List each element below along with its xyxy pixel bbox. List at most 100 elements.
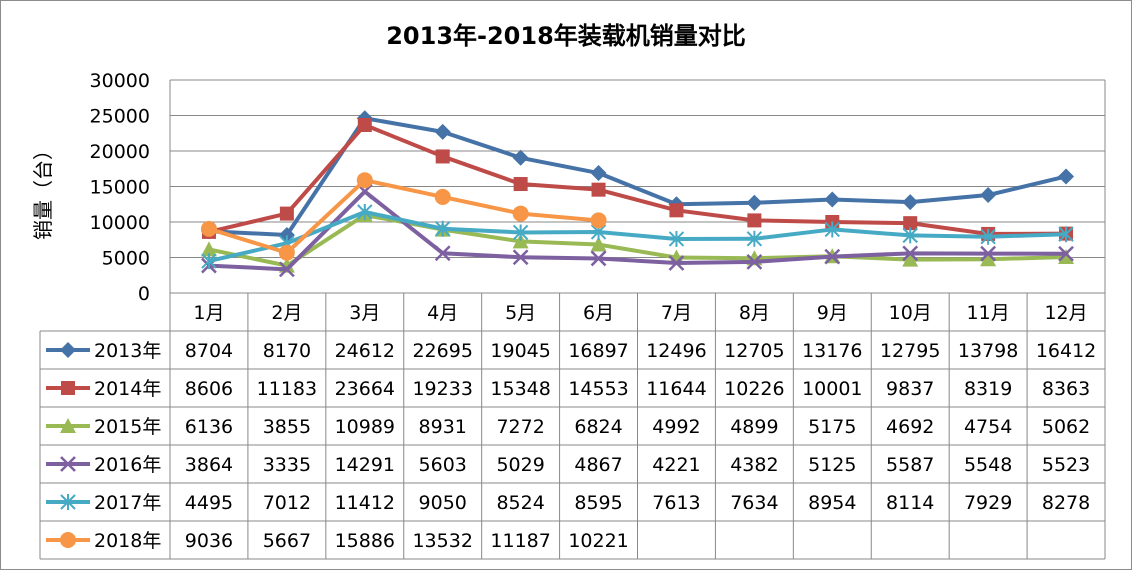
data-point	[668, 230, 685, 247]
data-label: 7012	[263, 492, 311, 514]
data-point	[669, 203, 684, 218]
legend-label: 2016年	[94, 454, 161, 476]
data-label: 4692	[886, 416, 934, 438]
data-point	[60, 532, 76, 548]
category-label: 6月	[583, 302, 614, 324]
data-label: 24612	[335, 340, 395, 362]
data-label: 13798	[958, 340, 1018, 362]
data-point	[902, 245, 919, 262]
data-point	[824, 221, 840, 238]
data-label: 9837	[886, 378, 934, 400]
data-label: 19233	[412, 378, 472, 400]
data-label: 8704	[185, 340, 233, 362]
data-label: 8363	[1042, 378, 1090, 400]
y-axis-label: 销量（台）	[31, 140, 55, 240]
data-label: 4221	[652, 454, 700, 476]
y-tick-label: 15000	[90, 177, 150, 199]
legend-label: 2014年	[94, 378, 161, 400]
data-point	[278, 261, 295, 278]
data-label: 3335	[263, 454, 311, 476]
data-label: 4992	[652, 416, 700, 438]
data-label: 7929	[964, 492, 1012, 514]
data-point	[591, 182, 606, 197]
data-point	[902, 227, 918, 244]
data-label: 13176	[802, 340, 862, 362]
data-label: 5175	[808, 416, 856, 438]
data-label: 4867	[574, 454, 622, 476]
data-label: 7634	[730, 492, 778, 514]
data-label: 8606	[185, 378, 233, 400]
data-point	[590, 165, 607, 182]
chart-title: 2013年-2018年装载机销量对比	[386, 22, 746, 50]
data-point	[60, 456, 76, 472]
data-label: 5667	[263, 530, 311, 552]
data-label: 12496	[646, 340, 706, 362]
data-point	[434, 188, 451, 205]
data-point	[590, 250, 607, 267]
data-label: 5062	[1042, 416, 1090, 438]
data-point	[201, 253, 217, 270]
data-point	[980, 228, 996, 245]
category-label: 11月	[967, 302, 1010, 324]
data-label: 22695	[412, 340, 472, 362]
category-label: 3月	[349, 302, 380, 324]
data-label: 16412	[1036, 340, 1096, 362]
data-label: 13532	[412, 530, 472, 552]
data-label: 10221	[568, 530, 628, 552]
data-point	[980, 251, 997, 267]
data-point	[824, 248, 841, 265]
category-label: 9月	[817, 302, 848, 324]
series-line	[208, 212, 1067, 268]
data-label: 5029	[496, 454, 544, 476]
data-label: 7272	[496, 416, 544, 438]
data-point	[279, 206, 294, 221]
data-point	[980, 245, 997, 262]
data-point	[200, 241, 217, 257]
series-line	[208, 122, 1067, 236]
data-label: 19045	[490, 340, 550, 362]
data-point	[590, 212, 607, 229]
data-label: 10226	[724, 378, 784, 400]
data-label: 7613	[652, 492, 700, 514]
category-label: 10月	[889, 302, 932, 324]
data-label: 9050	[419, 492, 467, 514]
y-tick-label: 10000	[90, 212, 150, 234]
data-point	[60, 418, 76, 433]
data-point	[278, 244, 295, 261]
data-label: 4495	[185, 492, 233, 514]
data-label: 4382	[730, 454, 778, 476]
data-label: 16897	[568, 340, 628, 362]
data-label: 11183	[257, 378, 317, 400]
data-point	[902, 194, 919, 211]
data-point	[824, 191, 841, 208]
data-label: 9036	[185, 530, 233, 552]
data-label: 8931	[419, 416, 467, 438]
data-label: 4754	[964, 416, 1012, 438]
data-label: 8170	[263, 340, 311, 362]
data-point	[512, 249, 529, 266]
y-tick-label: 0	[138, 283, 150, 305]
data-label: 5125	[808, 454, 856, 476]
data-label: 11412	[335, 492, 395, 514]
data-point	[356, 172, 373, 189]
legend-label: 2018年	[94, 530, 161, 552]
data-label: 8954	[808, 492, 856, 514]
series-1	[201, 117, 1074, 241]
data-point	[60, 342, 76, 358]
data-point	[357, 117, 372, 132]
data-point	[512, 205, 529, 222]
data-label: 10001	[802, 378, 862, 400]
data-point	[903, 216, 918, 231]
data-label: 5523	[1042, 454, 1090, 476]
data-label: 15886	[335, 530, 395, 552]
y-tick-label: 25000	[90, 106, 150, 128]
data-label: 14553	[568, 378, 628, 400]
category-label: 7月	[661, 302, 692, 324]
data-point	[1058, 226, 1074, 243]
legend-label: 2013年	[94, 340, 161, 362]
legend-label: 2017年	[94, 492, 161, 514]
data-label: 12795	[880, 340, 940, 362]
data-point	[668, 255, 685, 271]
